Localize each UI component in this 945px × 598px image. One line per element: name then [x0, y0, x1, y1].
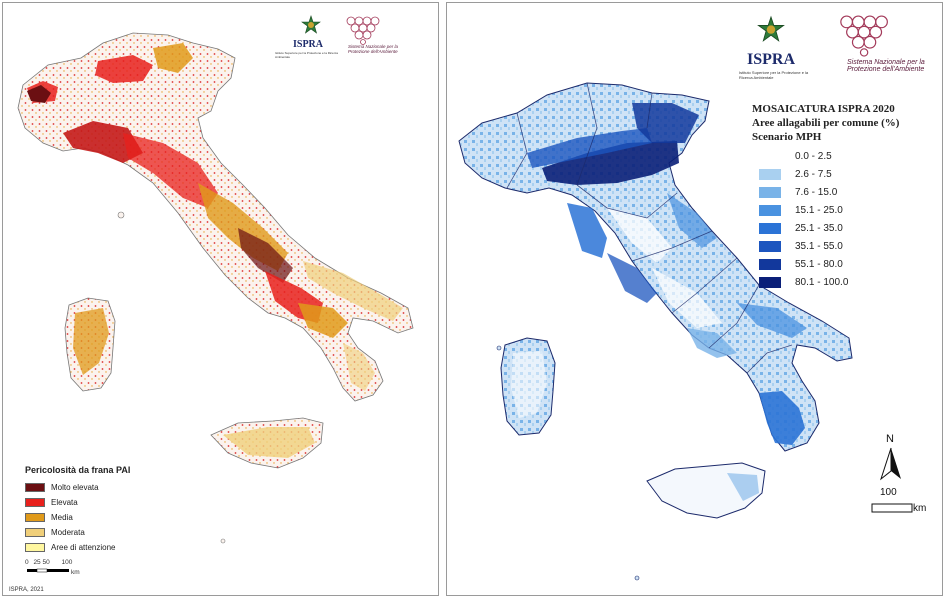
legend-swatch — [759, 151, 781, 162]
legend-label: 35.1 - 55.0 — [795, 241, 843, 252]
scale-value: 100 — [880, 487, 897, 498]
italian-republic-emblem-icon — [757, 15, 785, 42]
hazard-zone-lombardy — [95, 55, 153, 83]
legend-label: Media — [51, 513, 73, 522]
map-credit: ISPRA, 2021 — [9, 587, 44, 593]
flood-zone-sicily — [727, 473, 759, 501]
legend-swatch — [759, 241, 781, 252]
flood-area-map-panel: ISPRA Istituto Superiore per la Protezio… — [446, 2, 943, 596]
island-small — [496, 345, 502, 351]
hexagon-network-icon — [346, 16, 380, 45]
italian-republic-emblem-icon — [301, 15, 321, 34]
hazard-zone-puglia — [303, 261, 403, 321]
legend-label: Aree di attenzione — [51, 543, 116, 552]
legend-swatch — [25, 513, 45, 522]
island-small — [634, 575, 640, 581]
hazard-zone-apennines-north — [123, 133, 218, 208]
italy-landslide-map — [17, 32, 414, 544]
legend-swatch — [759, 205, 781, 216]
flood-zone-lazio — [607, 253, 657, 303]
island-elba — [117, 211, 125, 219]
low-flood-zone — [511, 351, 547, 418]
legend-swatch — [25, 528, 45, 537]
legend-label: Molto elevata — [51, 483, 99, 492]
hazard-zone-very-high-nw — [27, 85, 51, 103]
legend-label: 15.1 - 25.0 — [795, 205, 843, 216]
hazard-zone-sicily — [223, 427, 315, 458]
legend-item: 35.1 - 55.0 — [759, 241, 843, 252]
flood-zone-calabria — [759, 391, 805, 445]
legend-item: 0.0 - 2.5 — [759, 151, 832, 162]
legend-item: 55.1 - 80.0 — [759, 259, 843, 270]
legend-title: Pericolosità da frana PAI — [25, 465, 131, 475]
legend-item: 15.1 - 25.0 — [759, 205, 843, 216]
snpa-logo-text: Sistema Nazionale per la Protezione dell… — [348, 44, 399, 54]
italy-flood-map — [458, 82, 853, 581]
legend-item: Molto elevata — [25, 483, 99, 492]
legend-swatch — [25, 543, 45, 552]
hazard-zone-calabria — [343, 343, 375, 391]
snpa-logo-text: Sistema Nazionale per la Protezione dell… — [847, 59, 925, 74]
low-flood-zone — [607, 208, 672, 263]
ispra-logo-text: ISPRA — [747, 51, 796, 68]
legend-swatch — [759, 277, 781, 288]
legend-subtitle: Aree allagabili per comune (%) — [752, 117, 900, 129]
scale-tick: 0 — [25, 559, 29, 566]
legend-label: Elevata — [51, 498, 78, 507]
scale-tick: 100 — [61, 559, 73, 566]
regional-borders — [506, 82, 793, 374]
legend-item: Elevata — [25, 498, 78, 507]
flood-zone-campania — [687, 328, 737, 358]
ispra-subtitle: Istituto Superiore per la Protezione e l… — [739, 70, 809, 80]
legend-item: 80.1 - 100.0 — [759, 277, 848, 288]
scale-bar-ticks: 0 25 50 100 — [25, 559, 72, 567]
legend-item: 2.6 - 7.5 — [759, 169, 832, 180]
legend-label: 25.1 - 35.0 — [795, 223, 843, 234]
legend-swatch — [759, 223, 781, 234]
legend-swatch — [25, 498, 45, 507]
legend-item: Moderata — [25, 528, 85, 537]
north-arrow-icon — [880, 447, 901, 481]
hexagon-network-icon — [840, 15, 888, 57]
legend-item: 7.6 - 15.0 — [759, 187, 837, 198]
scale-unit: km — [913, 503, 927, 514]
hazard-zone-trentino — [153, 43, 193, 73]
legend-label: 0.0 - 2.5 — [795, 151, 832, 162]
legend-swatch — [759, 169, 781, 180]
legend-title: MOSAICATURA ISPRA 2020 — [752, 103, 895, 115]
flood-zone-tuscany-coast — [567, 203, 607, 258]
legend-label: 55.1 - 80.0 — [795, 259, 843, 270]
legend-scenario: Scenario MPH — [752, 131, 822, 143]
flood-zone-puglia — [737, 303, 807, 338]
flood-zone-po-high — [527, 128, 652, 168]
hazard-zone-abruzzo — [238, 228, 293, 283]
scale-tick: 50 — [42, 559, 50, 566]
ispra-subtitle: Istituto Superiore per la Protezione e l… — [275, 51, 338, 59]
landslide-hazard-map-panel: ISPRA Istituto Superiore per la Protezio… — [2, 2, 439, 596]
legend-label: Moderata — [51, 528, 85, 537]
flood-zone-po-valley — [542, 141, 679, 185]
legend-swatch — [759, 187, 781, 198]
legend-item: 25.1 - 35.0 — [759, 223, 843, 234]
legend-label: 80.1 - 100.0 — [795, 277, 849, 288]
scale-unit: km — [71, 569, 80, 576]
hazard-zone-sardinia — [73, 308, 109, 375]
scale-tick: 25 — [33, 559, 41, 566]
low-flood-zone — [652, 268, 722, 328]
island-small — [220, 538, 226, 544]
legend-label: 2.6 - 7.5 — [795, 169, 832, 180]
north-label: N — [886, 433, 894, 445]
legend-swatch — [25, 483, 45, 492]
legend-swatch — [759, 259, 781, 270]
ispra-logo-text: ISPRA — [293, 39, 324, 50]
legend-label: 7.6 - 15.0 — [795, 187, 838, 198]
scale-bar — [871, 503, 913, 513]
legend-item: Aree di attenzione — [25, 543, 116, 552]
hazard-zone-basilicata — [298, 303, 348, 338]
scale-bar — [27, 568, 69, 573]
hazard-zone-liguria — [63, 121, 143, 163]
legend-item: Media — [25, 513, 73, 522]
